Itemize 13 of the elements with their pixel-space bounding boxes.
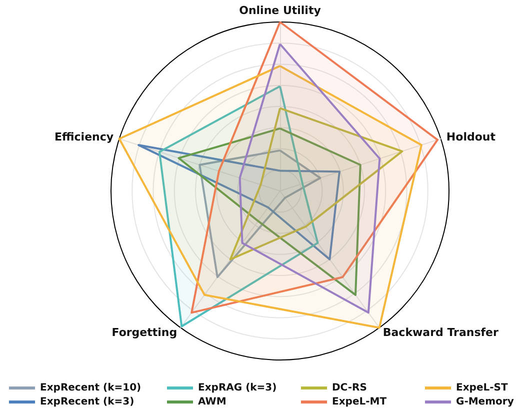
legend-label: ExpeL-MT bbox=[332, 396, 387, 408]
spoke-label: Forgetting bbox=[112, 326, 178, 340]
legend-label: DC-RS bbox=[332, 382, 367, 394]
spoke-label: Holdout bbox=[446, 130, 496, 144]
legend-label: ExpRecent (k=10) bbox=[40, 382, 142, 394]
spoke-label: Backward Transfer bbox=[382, 326, 499, 340]
legend-label: ExpRecent (k=3) bbox=[40, 396, 134, 408]
legend-label: G-Memory bbox=[456, 396, 514, 408]
spoke-label: Online Utility bbox=[239, 4, 321, 17]
legend-label: ExpeL-ST bbox=[456, 382, 508, 394]
legend-label: AWM bbox=[198, 396, 226, 408]
spoke-label: Efficiency bbox=[54, 130, 114, 144]
legend-label: ExpRAG (k=3) bbox=[198, 382, 277, 394]
